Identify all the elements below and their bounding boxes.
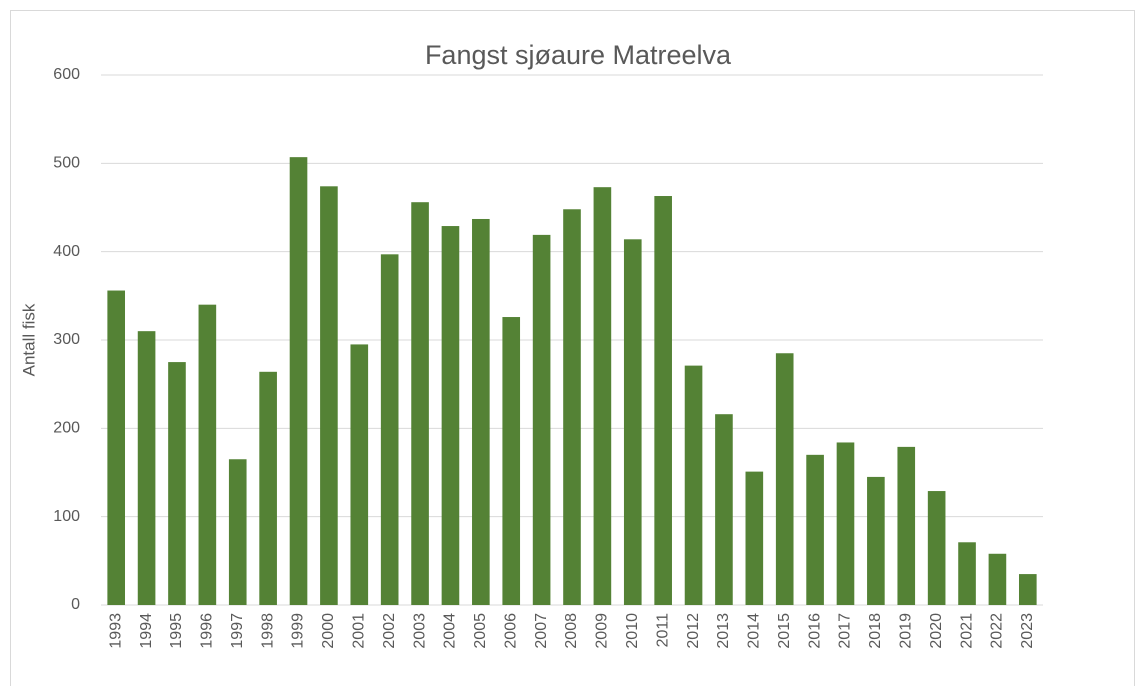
x-tick-label: 2005 [472, 613, 489, 649]
y-axis-label: Antall fisk [19, 303, 38, 376]
bar [563, 209, 581, 605]
x-tick-label: 2022 [989, 613, 1006, 649]
x-tick-label: 2008 [563, 613, 580, 649]
bar [137, 331, 156, 605]
bar [198, 304, 217, 605]
bar [775, 353, 794, 605]
y-tick-label: 200 [53, 420, 80, 437]
x-tick-label: 2017 [837, 613, 854, 649]
x-tick-label: 2023 [1019, 613, 1036, 649]
y-tick-label: 0 [71, 596, 80, 613]
y-tick-label: 500 [53, 155, 80, 172]
bar [867, 476, 885, 605]
x-tick-label: 1994 [138, 613, 155, 649]
bar [1018, 574, 1037, 605]
x-tick-label: 2003 [411, 613, 428, 649]
x-tick-label: 2019 [897, 613, 914, 649]
x-tick-label: 1996 [199, 613, 216, 649]
bar [927, 491, 946, 605]
bar [958, 542, 976, 605]
bar [684, 365, 703, 605]
bar [654, 196, 672, 605]
bar [715, 414, 733, 605]
x-tick-label: 2015 [776, 613, 793, 649]
bar [502, 317, 521, 605]
bar [532, 234, 551, 605]
chart-title: Fangst sjøaure Matreelva [425, 40, 732, 70]
bar [228, 459, 247, 605]
x-tick-label: 2014 [746, 613, 763, 649]
x-tick-label: 2021 [958, 613, 975, 649]
bar [168, 362, 186, 605]
x-tick-label: 1997 [229, 613, 246, 649]
y-tick-label: 600 [53, 66, 80, 83]
x-tick-label: 2009 [594, 613, 611, 649]
x-tick-label: 1993 [107, 613, 124, 649]
y-tick-label: 100 [53, 508, 80, 525]
bar [441, 226, 460, 606]
bar [897, 446, 916, 605]
x-tick-label: 1998 [259, 613, 276, 649]
x-tick-label: 2018 [867, 613, 884, 649]
x-tick-label: 2010 [624, 613, 641, 649]
bar [988, 553, 1007, 605]
x-tick-label: 2012 [685, 613, 702, 649]
x-tick-label: 2020 [928, 613, 945, 649]
x-tick-label: 1999 [290, 613, 307, 649]
x-tick-label: 2011 [654, 613, 671, 648]
x-tick-label: 2002 [381, 613, 398, 649]
x-tick-label: 2013 [715, 613, 732, 649]
x-tick-label: 2006 [502, 613, 519, 649]
bar [107, 290, 126, 605]
bar [259, 371, 277, 605]
bar [745, 471, 764, 605]
bar [380, 254, 399, 606]
x-tick-label: 2016 [806, 613, 823, 649]
x-tick-label: 2001 [351, 613, 368, 649]
x-tick-label: 2004 [442, 613, 459, 649]
y-tick-label: 300 [53, 331, 80, 348]
x-tick-label: 2000 [320, 613, 337, 649]
bar [836, 442, 855, 605]
bar [320, 186, 338, 606]
bar [411, 202, 429, 605]
bar [593, 187, 612, 605]
bar [289, 157, 308, 605]
bar [623, 239, 642, 606]
x-tick-label: 2007 [533, 613, 550, 649]
y-tick-label: 400 [53, 243, 80, 260]
bar [806, 454, 824, 605]
bar [350, 344, 369, 605]
bar [472, 218, 490, 605]
x-tick-label: 1995 [168, 613, 185, 649]
